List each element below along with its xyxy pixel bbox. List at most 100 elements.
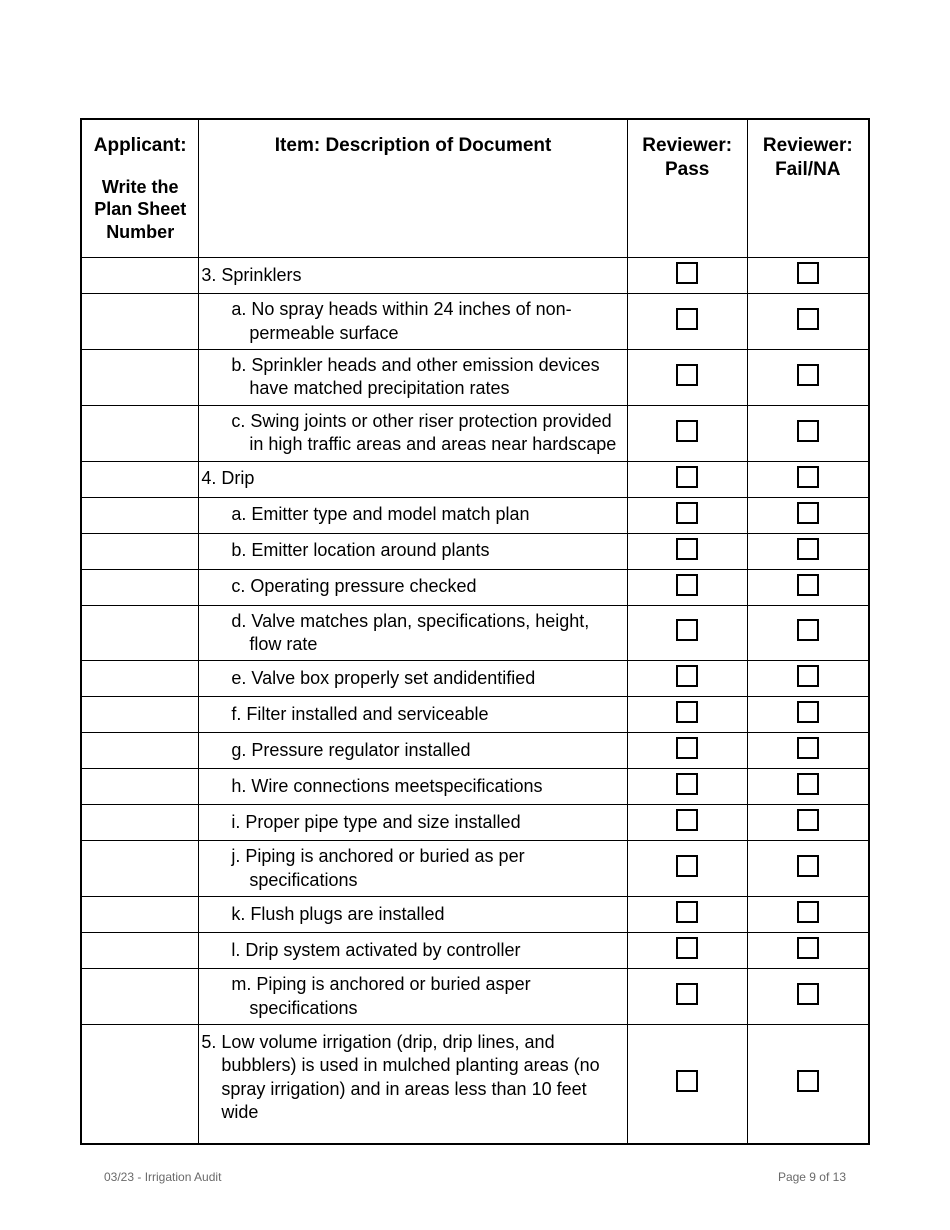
fail-checkbox[interactable]: [797, 855, 819, 877]
fail-checkbox[interactable]: [797, 1070, 819, 1092]
table-row: 5. Low volume irrigation (drip, drip lin…: [81, 1024, 869, 1143]
item-text: g. Pressure regulator installed: [219, 739, 620, 762]
pass-checkbox[interactable]: [676, 737, 698, 759]
page-content: Applicant: Write the Plan Sheet Number I…: [80, 118, 870, 1145]
plan-sheet-cell[interactable]: [81, 805, 199, 841]
plan-sheet-cell[interactable]: [81, 569, 199, 605]
fail-checkbox[interactable]: [797, 574, 819, 596]
pass-checkbox[interactable]: [676, 466, 698, 488]
fail-cell: [747, 805, 869, 841]
fail-cell: [747, 933, 869, 969]
plan-sheet-cell[interactable]: [81, 461, 199, 497]
fail-checkbox[interactable]: [797, 308, 819, 330]
plan-sheet-cell[interactable]: [81, 497, 199, 533]
table-row: 3. Sprinklers: [81, 258, 869, 294]
fail-checkbox[interactable]: [797, 983, 819, 1005]
fail-checkbox[interactable]: [797, 809, 819, 831]
table-row: k. Flush plugs are installed: [81, 897, 869, 933]
pass-checkbox[interactable]: [676, 901, 698, 923]
fail-checkbox[interactable]: [797, 619, 819, 641]
pass-cell: [627, 405, 747, 461]
fail-checkbox[interactable]: [797, 701, 819, 723]
fail-checkbox[interactable]: [797, 773, 819, 795]
plan-sheet-cell[interactable]: [81, 733, 199, 769]
pass-checkbox[interactable]: [676, 420, 698, 442]
pass-checkbox[interactable]: [676, 701, 698, 723]
plan-sheet-cell[interactable]: [81, 258, 199, 294]
plan-sheet-cell[interactable]: [81, 605, 199, 661]
pass-checkbox[interactable]: [676, 619, 698, 641]
plan-sheet-cell[interactable]: [81, 697, 199, 733]
plan-sheet-cell[interactable]: [81, 897, 199, 933]
fail-cell: [747, 605, 869, 661]
pass-cell: [627, 461, 747, 497]
plan-sheet-cell[interactable]: [81, 933, 199, 969]
pass-checkbox[interactable]: [676, 364, 698, 386]
pass-checkbox[interactable]: [676, 773, 698, 795]
fail-checkbox[interactable]: [797, 665, 819, 687]
plan-sheet-cell[interactable]: [81, 661, 199, 697]
item-text: c. Swing joints or other riser protectio…: [219, 410, 620, 457]
plan-sheet-cell[interactable]: [81, 969, 199, 1025]
table-row: b. Emitter location around plants: [81, 533, 869, 569]
pass-checkbox[interactable]: [676, 665, 698, 687]
col-header-pass: Reviewer: Pass: [627, 119, 747, 258]
plan-sheet-cell[interactable]: [81, 769, 199, 805]
table-row: i. Proper pipe type and size installed: [81, 805, 869, 841]
footer-left: 03/23 - Irrigation Audit: [104, 1170, 221, 1184]
item-text: a. No spray heads within 24 inches of no…: [219, 298, 620, 345]
plan-sheet-cell[interactable]: [81, 841, 199, 897]
plan-sheet-cell[interactable]: [81, 533, 199, 569]
item-text: a. Emitter type and model match plan: [219, 503, 620, 526]
table-row: m. Piping is anchored or buried asper sp…: [81, 969, 869, 1025]
item-text: 4. Drip: [201, 467, 620, 490]
fail-checkbox[interactable]: [797, 901, 819, 923]
pass-checkbox[interactable]: [676, 262, 698, 284]
plan-sheet-cell[interactable]: [81, 350, 199, 406]
col-header-item: Item: Description of Document: [199, 119, 627, 258]
page-footer: 03/23 - Irrigation Audit Page 9 of 13: [104, 1170, 846, 1184]
pass-cell: [627, 1024, 747, 1143]
fail-checkbox[interactable]: [797, 538, 819, 560]
table-row: j. Piping is anchored or buried as per s…: [81, 841, 869, 897]
fail-cell: [747, 461, 869, 497]
pass-cell: [627, 697, 747, 733]
pass-cell: [627, 258, 747, 294]
footer-right: Page 9 of 13: [778, 1170, 846, 1184]
fail-checkbox[interactable]: [797, 466, 819, 488]
pass-checkbox[interactable]: [676, 983, 698, 1005]
fail-cell: [747, 697, 869, 733]
table-row: 4. Drip: [81, 461, 869, 497]
item-text: e. Valve box properly set andidentified: [219, 667, 620, 690]
pass-checkbox[interactable]: [676, 574, 698, 596]
plan-sheet-cell[interactable]: [81, 405, 199, 461]
pass-checkbox[interactable]: [676, 937, 698, 959]
pass-cell: [627, 294, 747, 350]
table-row: h. Wire connections meetspecifications: [81, 769, 869, 805]
fail-cell: [747, 897, 869, 933]
pass-checkbox[interactable]: [676, 502, 698, 524]
fail-cell: [747, 405, 869, 461]
plan-sheet-cell[interactable]: [81, 1024, 199, 1143]
fail-checkbox[interactable]: [797, 737, 819, 759]
item-text: l. Drip system activated by controller: [219, 939, 620, 962]
fail-checkbox[interactable]: [797, 364, 819, 386]
item-text: b. Sprinkler heads and other emission de…: [219, 354, 620, 401]
table-row: f. Filter installed and serviceable: [81, 697, 869, 733]
pass-checkbox[interactable]: [676, 809, 698, 831]
pass-cell: [627, 733, 747, 769]
description-cell: a. No spray heads within 24 inches of no…: [199, 294, 627, 350]
pass-checkbox[interactable]: [676, 855, 698, 877]
audit-table: Applicant: Write the Plan Sheet Number I…: [80, 118, 870, 1145]
fail-checkbox[interactable]: [797, 937, 819, 959]
plan-sheet-cell[interactable]: [81, 294, 199, 350]
description-cell: 4. Drip: [199, 461, 627, 497]
pass-checkbox[interactable]: [676, 308, 698, 330]
fail-checkbox[interactable]: [797, 420, 819, 442]
description-cell: c. Operating pressure checked: [199, 569, 627, 605]
pass-cell: [627, 769, 747, 805]
pass-checkbox[interactable]: [676, 1070, 698, 1092]
pass-checkbox[interactable]: [676, 538, 698, 560]
fail-checkbox[interactable]: [797, 502, 819, 524]
fail-checkbox[interactable]: [797, 262, 819, 284]
